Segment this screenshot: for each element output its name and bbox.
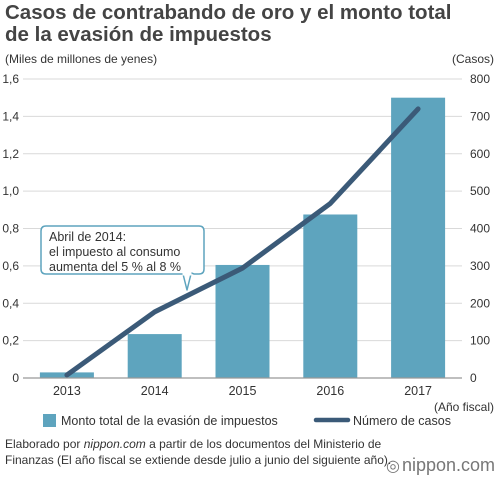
- source-site: nippon.com: [83, 437, 146, 451]
- chart-title-line-1: Casos de contrabando de oro y el monto t…: [5, 1, 452, 24]
- right-tick-label: 800: [470, 72, 490, 86]
- left-tick-label: 0,8: [2, 222, 19, 236]
- source-text-before: Elaborado por: [5, 437, 84, 451]
- legend: Monto total de la evasión de impuestos N…: [43, 414, 451, 428]
- legend-swatch-bar: [43, 414, 56, 427]
- x-tick-label: 2017: [404, 384, 432, 398]
- annotation-pointer: [182, 273, 192, 291]
- left-tick-label: 1,4: [2, 109, 19, 123]
- right-tick-label: 400: [470, 222, 490, 236]
- annotation-line-2: el impuesto al consumo: [49, 245, 180, 259]
- right-axis-label: (Casos): [452, 52, 494, 66]
- right-tick-label: 700: [470, 109, 490, 123]
- annotation-line-1: Abril de 2014:: [49, 230, 126, 244]
- chart-title: Casos de contrabando de oro y el monto t…: [5, 2, 495, 46]
- logo-symbol-icon: ◎: [386, 458, 400, 475]
- left-tick-label: 1,6: [2, 72, 19, 86]
- left-tick-label: 1,0: [2, 184, 19, 198]
- left-tick-label: 0: [12, 371, 19, 385]
- left-tick-label: 0,2: [2, 334, 19, 348]
- right-tick-label: 200: [470, 296, 490, 310]
- left-tick-label: 0,4: [2, 296, 19, 310]
- line-series: [64, 106, 421, 378]
- legend-label-bar: Monto total de la evasión de impuestos: [61, 414, 278, 428]
- bar-2016: [303, 214, 358, 378]
- x-tick-label: 2014: [141, 384, 169, 398]
- right-tick-label: 500: [470, 184, 490, 198]
- right-tick-label: 100: [470, 334, 490, 348]
- annotation-callout: Abril de 2014: el impuesto al consumo au…: [40, 225, 205, 291]
- bar-2014: [127, 334, 182, 378]
- right-tick-label: 300: [470, 259, 490, 273]
- legend-label-line: Número de casos: [353, 414, 451, 428]
- right-tick-label: 600: [470, 147, 490, 161]
- x-axis-note: (Año fiscal): [434, 400, 494, 414]
- chart-title-line-2: de la evasión de impuestos: [5, 23, 272, 46]
- x-tick-label: 2016: [316, 384, 344, 398]
- logo-text: nippon.com: [401, 455, 496, 475]
- annotation-line-3: aumenta del 5 % al 8 %: [49, 260, 181, 274]
- axes: 0 0 0,2 100 0,4 200 0,6 300 0,8 400 1,0 500 1,2 600 1,…: [2, 72, 490, 398]
- annotation-pointer-mask: [182, 271, 192, 276]
- bar-2015: [215, 264, 270, 378]
- left-axis-label: (Miles de millones de yenes): [5, 52, 157, 66]
- bar-series: [39, 97, 446, 378]
- bar-2017: [391, 97, 446, 378]
- right-tick-label: 0: [470, 371, 477, 385]
- x-tick-label: 2013: [53, 384, 81, 398]
- nippon-logo: ◎ nippon.com: [386, 455, 495, 476]
- left-tick-label: 1,2: [2, 147, 19, 161]
- left-tick-label: 0,6: [2, 259, 19, 273]
- x-tick-label: 2015: [229, 384, 257, 398]
- line-cases: [64, 106, 421, 378]
- source-note: Elaborado por nippon.com a partir de los…: [5, 436, 400, 468]
- source-text-after: a partir de los documentos del Ministeri…: [5, 437, 392, 467]
